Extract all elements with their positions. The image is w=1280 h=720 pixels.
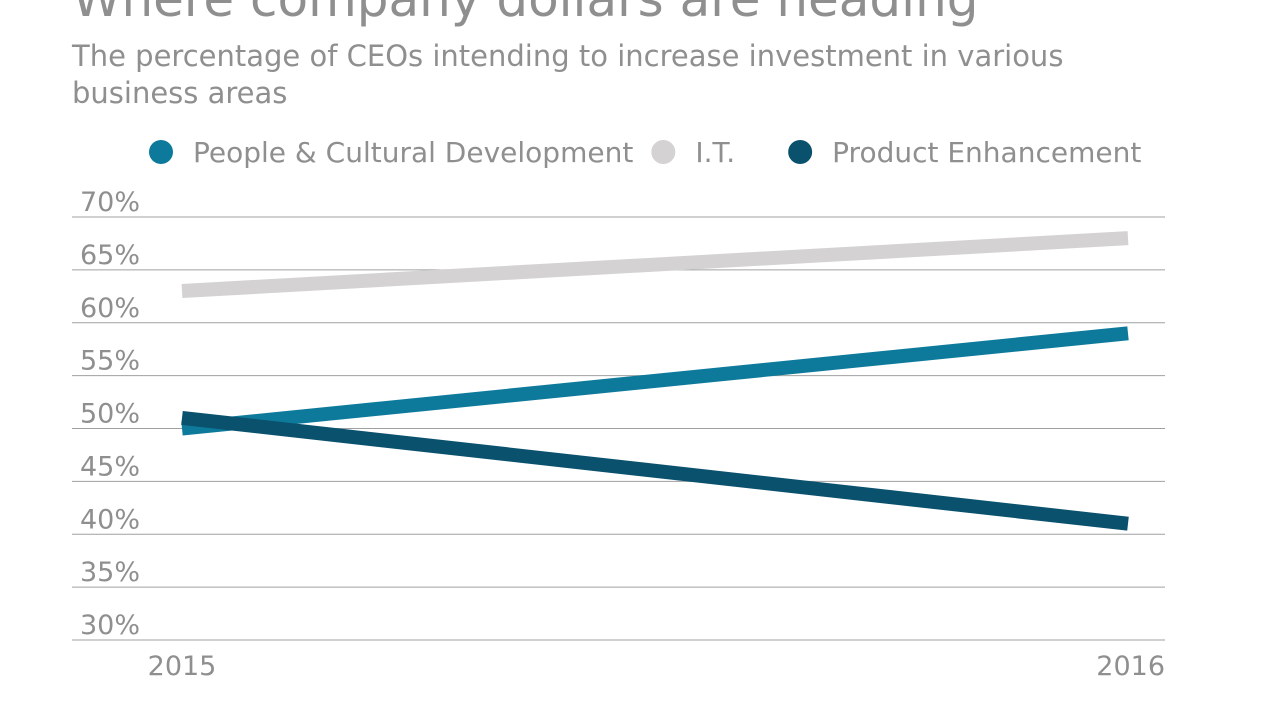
- y-tick-label: 70%: [80, 187, 140, 218]
- legend-label: I.T.: [695, 136, 735, 169]
- y-tick-label: 55%: [80, 346, 140, 377]
- chart-title: Where company dollars are heading: [72, 0, 979, 28]
- chart-subtitle: The percentage of CEOs intending to incr…: [72, 39, 1064, 110]
- legend-label: People & Cultural Development: [193, 136, 633, 169]
- y-tick-label: 40%: [80, 504, 140, 535]
- series-line: [181, 410, 1129, 531]
- x-tick-label: 2016: [1096, 651, 1165, 682]
- series-line: [181, 326, 1129, 436]
- y-tick-label: 45%: [80, 451, 140, 482]
- y-tick-label: 65%: [80, 240, 140, 271]
- series-line: [181, 231, 1129, 299]
- y-tick-label: 50%: [80, 399, 140, 430]
- legend-label: Product Enhancement: [832, 136, 1141, 169]
- legend-marker: [651, 140, 676, 164]
- y-tick-label: 30%: [80, 610, 140, 641]
- legend-marker: [788, 140, 813, 164]
- y-tick-label: 35%: [80, 557, 140, 588]
- y-tick-label: 60%: [80, 293, 140, 324]
- x-tick-label: 2015: [148, 651, 217, 682]
- legend-marker: [149, 140, 173, 164]
